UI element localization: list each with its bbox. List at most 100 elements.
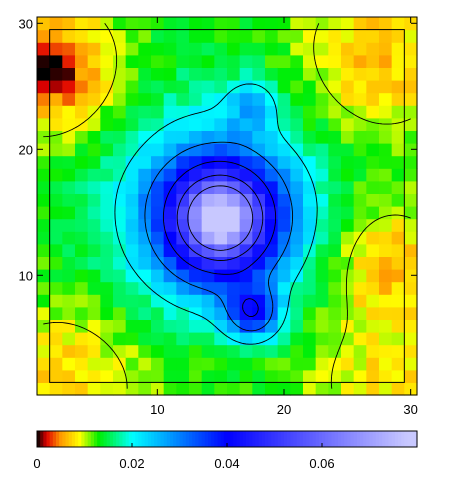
heatmap-cell bbox=[138, 344, 152, 358]
heatmap-cell bbox=[138, 294, 152, 308]
colorbar-segment bbox=[65, 431, 70, 447]
heatmap-cell bbox=[391, 67, 405, 81]
heatmap-cell bbox=[163, 80, 177, 94]
colorbar-segment bbox=[255, 431, 260, 447]
heatmap-cell bbox=[75, 319, 89, 333]
heatmap-cell bbox=[353, 117, 367, 131]
heatmap-cell bbox=[315, 206, 329, 220]
colorbar-segment bbox=[337, 431, 342, 447]
heatmap-cell bbox=[328, 193, 342, 207]
heatmap-cell bbox=[328, 155, 342, 169]
heatmap-cell bbox=[404, 269, 418, 283]
heatmap-cell bbox=[379, 67, 393, 81]
contour-line bbox=[144, 141, 294, 332]
heatmap-cell bbox=[113, 306, 127, 320]
heatmap-cell bbox=[391, 143, 405, 157]
heatmap-cell bbox=[265, 155, 279, 169]
heatmap-cell bbox=[176, 42, 190, 56]
heatmap-cell bbox=[290, 243, 304, 257]
heatmap-cell bbox=[49, 256, 63, 270]
heatmap-cell bbox=[138, 357, 152, 371]
heatmap-cell bbox=[176, 143, 190, 157]
heatmap-cell bbox=[303, 29, 317, 43]
colorbar-segment bbox=[242, 431, 247, 447]
heatmap-cell bbox=[214, 218, 228, 232]
heatmap-cell bbox=[252, 344, 266, 358]
heatmap-cell bbox=[113, 67, 127, 81]
colorbar-segment bbox=[163, 431, 168, 447]
heatmap-cell bbox=[328, 206, 342, 220]
colorbar-segment bbox=[122, 431, 127, 447]
heatmap-cell bbox=[315, 344, 329, 358]
colorbar-segment bbox=[87, 431, 92, 447]
heatmap-cell bbox=[277, 168, 291, 182]
heatmap-cell bbox=[151, 332, 165, 346]
colorbar-segment bbox=[40, 431, 44, 447]
heatmap-cell bbox=[341, 206, 355, 220]
heatmap-cell bbox=[151, 54, 165, 68]
heatmap-cell bbox=[37, 231, 51, 245]
heatmap-cell bbox=[49, 180, 63, 194]
heatmap-cell bbox=[125, 281, 139, 295]
heatmap-cell bbox=[125, 319, 139, 333]
heatmap-cell bbox=[100, 67, 114, 81]
heatmap-cell bbox=[189, 42, 203, 56]
heatmap-cell bbox=[265, 17, 279, 31]
heatmap-cell bbox=[239, 54, 253, 68]
heatmap-cell bbox=[391, 269, 405, 283]
heatmap-cell bbox=[201, 306, 215, 320]
heatmap-cell bbox=[391, 231, 405, 245]
heatmap-cell bbox=[214, 54, 228, 68]
heatmap-cell bbox=[252, 168, 266, 182]
heatmap-cell bbox=[366, 54, 380, 68]
heatmap-cell bbox=[37, 117, 51, 131]
heatmap-cell bbox=[49, 193, 63, 207]
heatmap-cell bbox=[303, 155, 317, 169]
heatmap-cell bbox=[353, 306, 367, 320]
heatmap-cell bbox=[37, 218, 51, 232]
heatmap-cell bbox=[239, 80, 253, 94]
heatmap-cell bbox=[75, 67, 89, 81]
heatmap-cell bbox=[138, 306, 152, 320]
heatmap-cell bbox=[391, 332, 405, 346]
heatmap-cell bbox=[163, 382, 177, 396]
heatmap-cell bbox=[315, 42, 329, 56]
heatmap-cell bbox=[391, 130, 405, 144]
colorbar-segment bbox=[119, 431, 124, 447]
heatmap-cell bbox=[404, 168, 418, 182]
heatmap-cell bbox=[87, 369, 101, 383]
heatmap-cell bbox=[201, 294, 215, 308]
heatmap-cell bbox=[404, 29, 418, 43]
colorbar-segment bbox=[125, 431, 130, 447]
heatmap-cell bbox=[290, 319, 304, 333]
heatmap-cell bbox=[214, 105, 228, 119]
heatmap-cell bbox=[227, 369, 241, 383]
heatmap-cell bbox=[315, 319, 329, 333]
heatmap-cell bbox=[62, 168, 76, 182]
colorbar-segment bbox=[154, 431, 158, 447]
heatmap-cell bbox=[87, 130, 101, 144]
heatmap-cell bbox=[189, 117, 203, 131]
heatmap-cell bbox=[75, 332, 89, 346]
heatmap-cell bbox=[341, 67, 355, 81]
colorbar-segment bbox=[90, 431, 95, 447]
heatmap-cell bbox=[379, 344, 393, 358]
heatmap-cell bbox=[125, 180, 139, 194]
heatmap-cell bbox=[214, 369, 228, 383]
heatmap-cell bbox=[328, 143, 342, 157]
colorbar bbox=[36, 430, 418, 448]
heatmap-cell bbox=[37, 54, 51, 68]
heatmap-cell bbox=[290, 294, 304, 308]
heatmap-cell bbox=[214, 231, 228, 245]
heatmap-cell bbox=[341, 130, 355, 144]
heatmap-cell bbox=[138, 332, 152, 346]
heatmap-cell bbox=[100, 42, 114, 56]
heatmap-cell bbox=[404, 357, 418, 371]
colorbar-segment bbox=[274, 431, 279, 447]
heatmap-cell bbox=[125, 357, 139, 371]
colorbar-segment bbox=[401, 431, 405, 447]
heatmap-cell bbox=[290, 306, 304, 320]
heatmap-cell bbox=[353, 180, 367, 194]
heatmap-cell bbox=[353, 80, 367, 94]
heatmap-cell bbox=[391, 92, 405, 106]
